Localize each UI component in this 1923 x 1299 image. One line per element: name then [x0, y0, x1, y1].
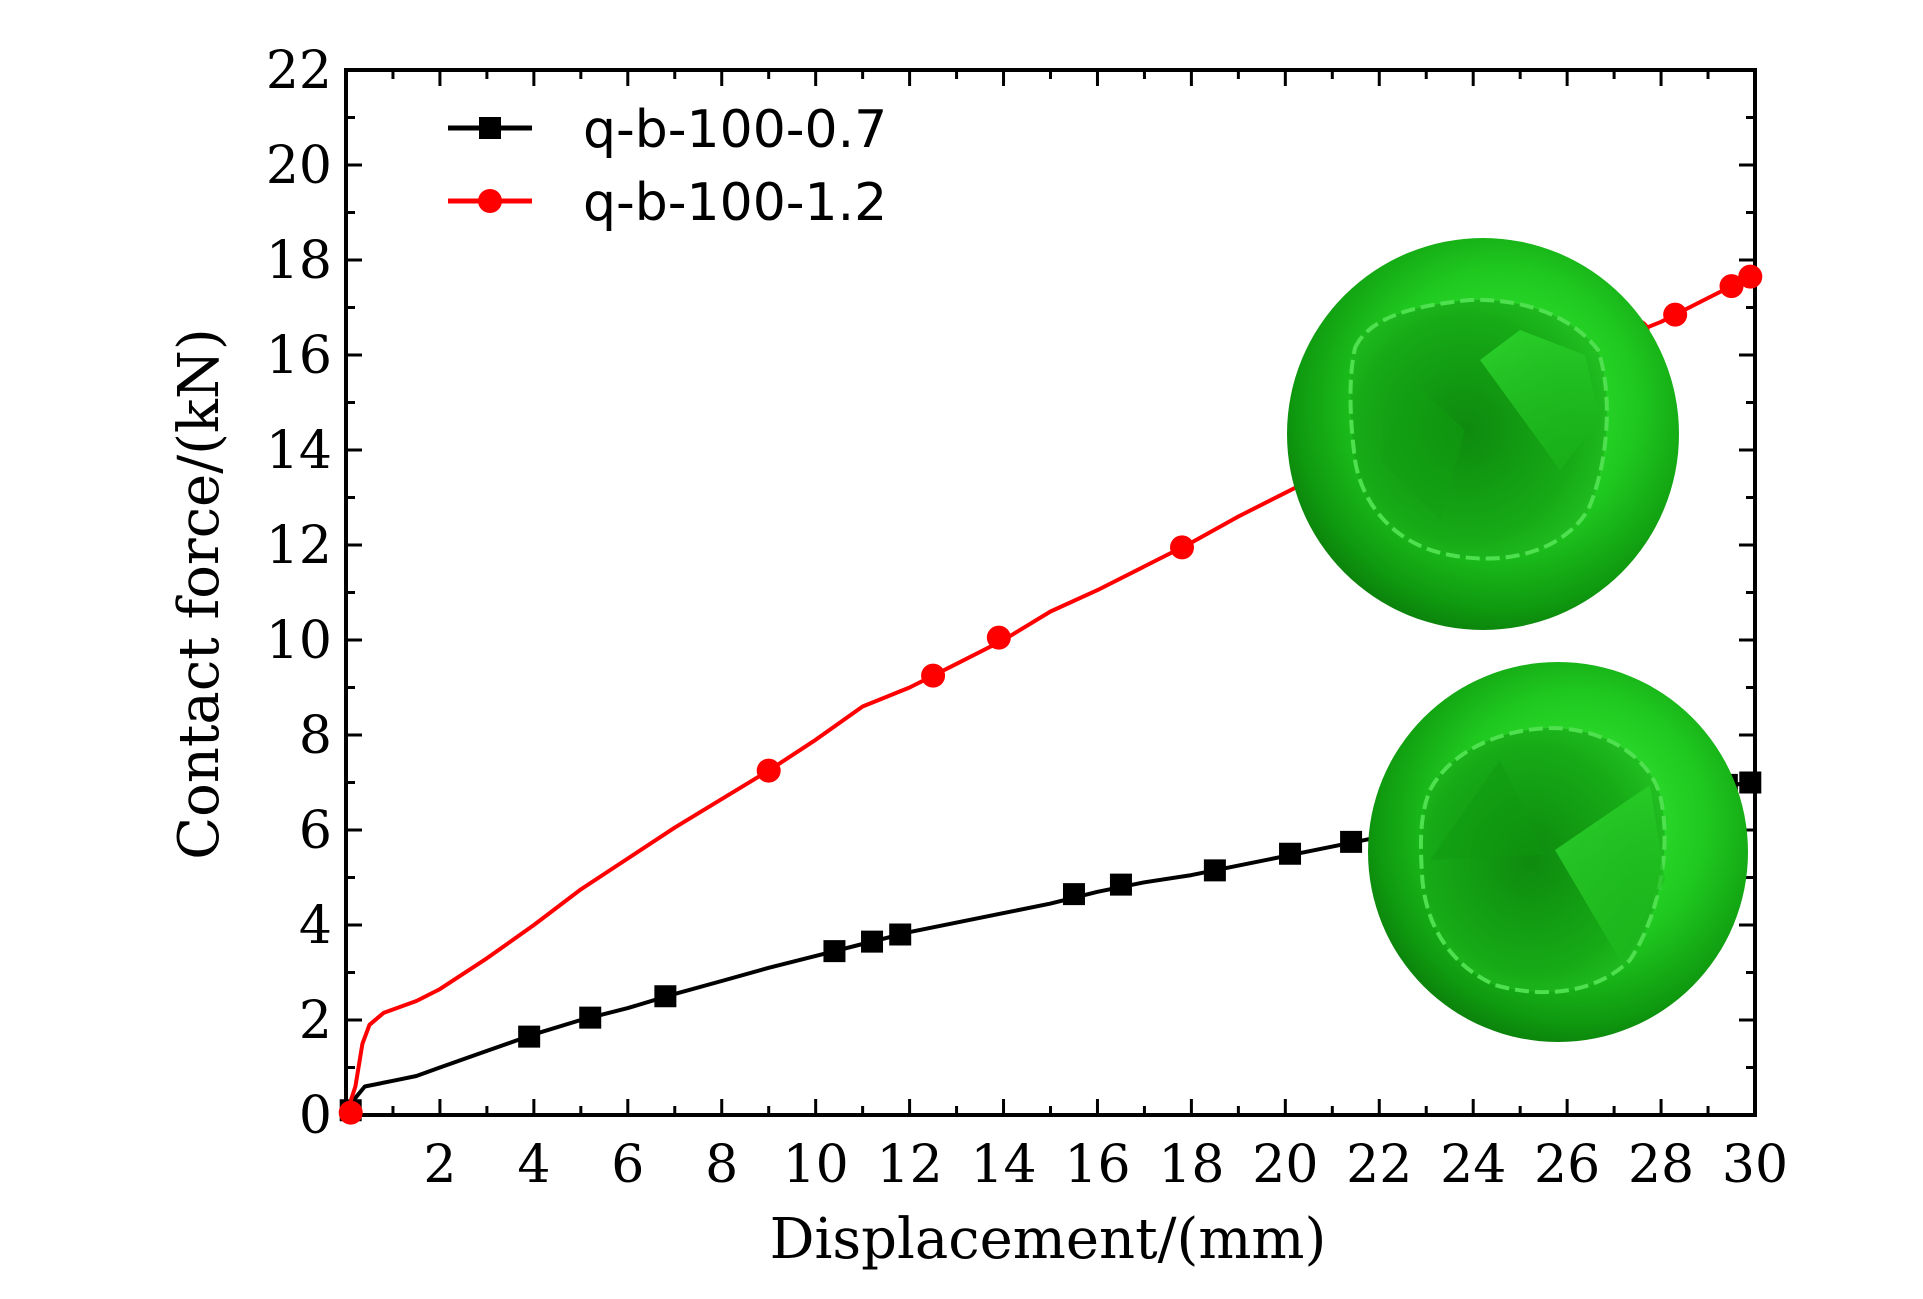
x-tick-label: 4 [517, 1135, 550, 1195]
data-point [1738, 264, 1763, 289]
x-tick-label: 12 [877, 1135, 943, 1195]
x-tick-label: 26 [1534, 1135, 1600, 1195]
x-tick-label: 28 [1628, 1135, 1694, 1195]
data-point [756, 758, 781, 783]
data-point [1739, 771, 1762, 794]
x-tick-label: 6 [611, 1135, 644, 1195]
legend-entry-series-1: q-b-100-0.7 [448, 100, 887, 160]
data-point [1663, 302, 1688, 327]
y-tick-label: 22 [266, 41, 332, 101]
upper-deformed-sphere-render [1287, 238, 1679, 630]
x-tick-label: 10 [783, 1135, 849, 1195]
data-point [338, 1100, 363, 1125]
y-tick-label: 14 [266, 421, 332, 481]
y-tick-label: 12 [266, 516, 332, 576]
data-point [823, 940, 846, 963]
y-tick-label: 0 [299, 1086, 332, 1146]
data-point [1203, 859, 1226, 882]
x-tick-label: 22 [1346, 1135, 1412, 1195]
axes: 2 4 6 8 10 12 14 16 18 20 22 24 26 28 3002468101214161… [266, 41, 1788, 1195]
x-tick-label: 18 [1158, 1135, 1224, 1195]
data-point [1340, 830, 1363, 853]
legend-label-series-1: q-b-100-0.7 [583, 100, 887, 160]
x-tick-label: 14 [970, 1135, 1036, 1195]
y-tick-label: 8 [299, 706, 332, 766]
data-point [1109, 873, 1132, 896]
y-tick-label: 10 [266, 611, 332, 671]
data-point [986, 625, 1011, 650]
x-tick-label: 24 [1440, 1135, 1506, 1195]
data-point [518, 1025, 541, 1048]
x-tick-label: 30 [1722, 1135, 1788, 1195]
data-point [1719, 274, 1744, 299]
lower-deformed-sphere-render [1368, 662, 1748, 1042]
data-point [1170, 535, 1195, 560]
y-tick-label: 16 [266, 326, 332, 386]
y-tick-label: 2 [299, 991, 332, 1051]
data-point [1062, 883, 1085, 906]
data-point [654, 985, 677, 1008]
data-point [1279, 842, 1302, 865]
legend-label-series-2: q-b-100-1.2 [583, 173, 887, 233]
y-tick-label: 20 [266, 136, 332, 196]
y-tick-label: 18 [266, 231, 332, 291]
legend-entry-series-2: q-b-100-1.2 [448, 173, 887, 233]
y-tick-label: 4 [299, 896, 332, 956]
y-tick-label: 6 [299, 801, 332, 861]
data-point [861, 930, 884, 953]
x-tick-label: 20 [1252, 1135, 1318, 1195]
data-point [889, 923, 912, 946]
x-axis-title: Displacement/(mm) [770, 1207, 1327, 1272]
x-tick-label: 8 [705, 1135, 738, 1195]
data-point [579, 1006, 602, 1029]
x-tick-label: 16 [1064, 1135, 1130, 1195]
y-axis-title: Contact force/(kN) [167, 328, 232, 859]
x-tick-label: 2 [423, 1135, 456, 1195]
data-point [921, 663, 946, 688]
legend: q-b-100-0.7 q-b-100-1.2 [448, 100, 887, 233]
